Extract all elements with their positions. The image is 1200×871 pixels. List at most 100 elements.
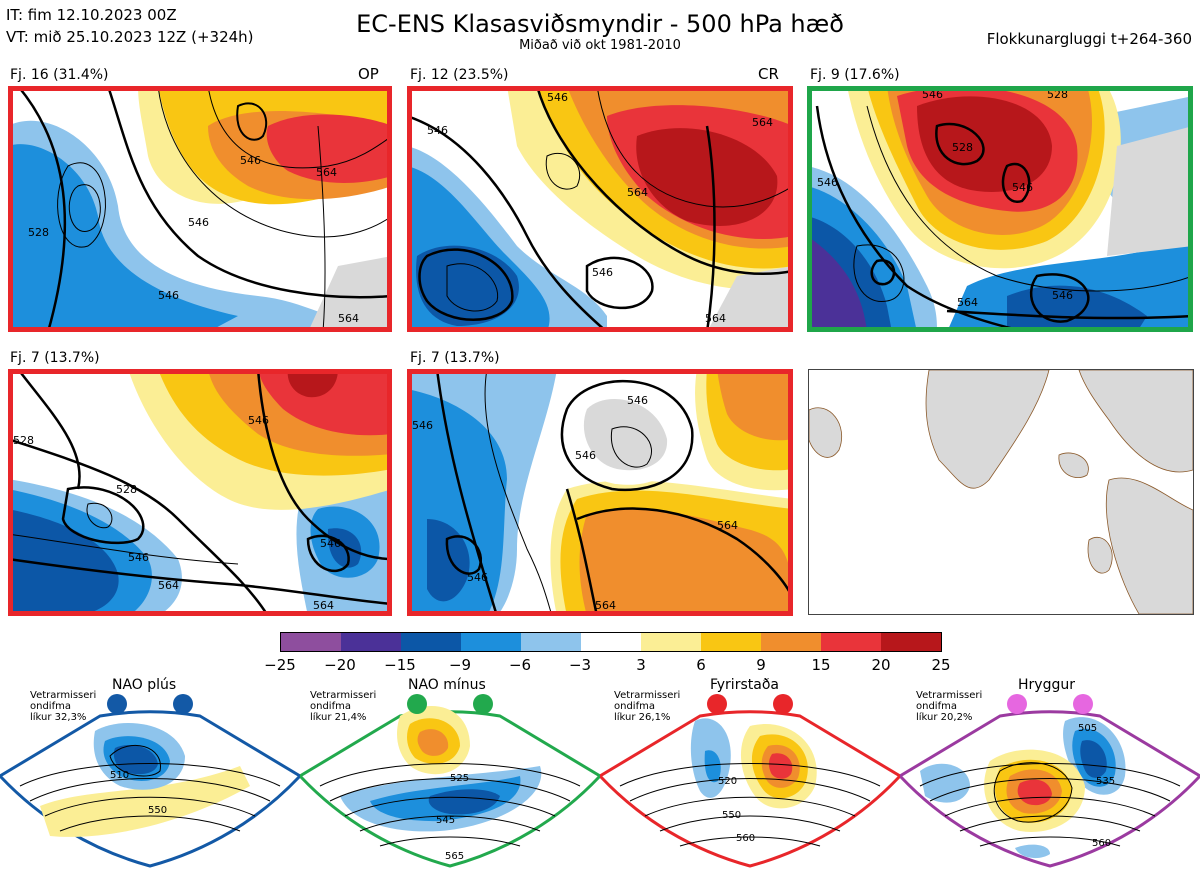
header-info: IT: fim 12.10.2023 00Z VT: mið 25.10.202…: [6, 4, 254, 48]
regime-label: 505: [1078, 723, 1097, 734]
contour-label: 546: [248, 414, 269, 427]
regime-label: 525: [450, 773, 469, 784]
contour-label: 546: [467, 571, 488, 584]
colorbar-swatch: [581, 633, 641, 651]
regime-label: 510: [110, 770, 129, 781]
regime-stat-line: ondifma: [916, 701, 957, 712]
regime-stat-line: Vetrarmisseri: [310, 690, 377, 701]
contour-label: 564: [717, 519, 738, 532]
regime-stat-line: líkur 32,3%: [30, 712, 87, 723]
regime-label: 545: [436, 815, 455, 826]
contour-label: 546: [1012, 181, 1033, 194]
panel-5-label: Fj. 7 (13.7%): [410, 350, 500, 366]
regime-label: 550: [722, 810, 741, 821]
colorbar-swatch: [701, 633, 761, 651]
contour-label: 546: [575, 449, 596, 462]
contour-label: 528: [13, 434, 34, 447]
panel-4-label: Fj. 7 (13.7%): [10, 350, 100, 366]
contour-label: 546: [547, 91, 568, 104]
panel-frame: [407, 86, 793, 332]
regime-stat-line: ondifma: [310, 701, 351, 712]
regime-label: 535: [1096, 776, 1115, 787]
page-title: EC-ENS Klasasviðsmyndir - 500 hPa hæð: [356, 10, 844, 38]
regime-stat-line: ondifma: [30, 701, 71, 712]
contour-label: 546: [412, 419, 433, 432]
regime-title: Fyrirstaða: [710, 677, 779, 693]
panel-frame: [8, 369, 392, 616]
contour-label: 546: [592, 266, 613, 279]
contour-label: 564: [957, 296, 978, 309]
contour-label: 564: [705, 312, 726, 325]
contour-label: 528: [1047, 88, 1068, 101]
regime-blocking[interactable]: Vetrarmisseri ondifma líkur 26,1% Fyrirs…: [600, 676, 900, 871]
colorbar-tick: −15: [384, 656, 416, 674]
cluster-map-1[interactable]: 528 546 564 546 546 564: [8, 86, 392, 332]
colorbar-tick: −9: [448, 656, 472, 674]
regime-label: 560: [1092, 838, 1111, 849]
cluster-map-5[interactable]: 546 546 546 564 546 564: [407, 369, 793, 616]
colorbar-swatch: [821, 633, 881, 651]
contour-label: 546: [188, 216, 209, 229]
colorbar-tick: 9: [756, 656, 766, 674]
contour-label: 546: [1052, 289, 1073, 302]
regime-ridge[interactable]: Vetrarmisseri ondifma líkur 20,2% Hryggu…: [900, 676, 1200, 871]
regime-stats: Vetrarmisseri ondifma líkur 21,4%: [310, 690, 376, 723]
colorbar-tick: −20: [324, 656, 356, 674]
panel-3-label: Fj. 9 (17.6%): [810, 67, 900, 83]
contour-label: 564: [316, 166, 337, 179]
cluster-map-4[interactable]: 528 546 528 546 564 546 564: [8, 369, 392, 616]
colorbar: [280, 632, 942, 652]
regime-label: 520: [718, 776, 737, 787]
regime-stat-line: líkur 21,4%: [310, 712, 367, 723]
regime-title: Hryggur: [1018, 677, 1075, 693]
panel-1-tag: OP: [358, 65, 379, 83]
regime-stat-line: Vetrarmisseri: [614, 690, 681, 701]
classification-window: Flokkunargluggi t+264-360: [986, 30, 1192, 48]
contour-label: 564: [595, 599, 616, 612]
regime-stats: Vetrarmisseri ondifma líkur 20,2%: [916, 690, 982, 723]
contour-label: 528: [116, 483, 137, 496]
colorbar-tick: 3: [636, 656, 646, 674]
regime-label: 565: [445, 851, 464, 862]
contour-label: 546: [817, 176, 838, 189]
colorbar-swatch: [281, 633, 341, 651]
panel-1-label: Fj. 16 (31.4%): [10, 67, 109, 83]
contour-label: 528: [28, 226, 49, 239]
contour-label: 546: [128, 551, 149, 564]
colorbar-swatch: [461, 633, 521, 651]
colorbar-tick: 25: [931, 656, 951, 674]
cluster-map-3[interactable]: 546 528 546 528 546 546 564: [807, 86, 1193, 332]
regime-stats: Vetrarmisseri ondifma líkur 32,3%: [30, 690, 96, 723]
regime-stat-line: Vetrarmisseri: [30, 690, 97, 701]
base-map[interactable]: [808, 369, 1194, 615]
contour-label: 528: [952, 141, 973, 154]
contour-label: 546: [158, 289, 179, 302]
regime-stat-line: líkur 20,2%: [916, 712, 973, 723]
colorbar-tick: −6: [508, 656, 532, 674]
panel-2-label: Fj. 12 (23.5%): [410, 67, 509, 83]
colorbar-swatch: [521, 633, 581, 651]
colorbar-swatch: [761, 633, 821, 651]
colorbar-swatch: [881, 633, 941, 651]
panel-frame: [407, 369, 793, 616]
regime-label: 550: [148, 805, 167, 816]
colorbar-tick: −3: [568, 656, 592, 674]
contour-label: 564: [627, 186, 648, 199]
page-subtitle: Miðað við okt 1981-2010: [519, 38, 681, 53]
panel-frame: [807, 86, 1193, 332]
contour-label: 564: [752, 116, 773, 129]
contour-label: 546: [627, 394, 648, 407]
colorbar-tick: 20: [871, 656, 891, 674]
contour-label: 546: [320, 537, 341, 550]
regime-nao-plus[interactable]: Vetrarmisseri ondifma líkur 32,3% NAO pl…: [0, 676, 300, 871]
regime-nao-minus[interactable]: Vetrarmisseri ondifma líkur 21,4% NAO mí…: [300, 676, 600, 871]
regime-label: 560: [736, 833, 755, 844]
cluster-map-2[interactable]: 546 546 564 564 546 564: [407, 86, 793, 332]
contour-label: 564: [313, 599, 334, 612]
contour-label: 546: [922, 88, 943, 101]
init-time: IT: fim 12.10.2023 00Z: [6, 6, 177, 24]
regime-stat-line: Vetrarmisseri: [916, 690, 983, 701]
colorbar-tick: 6: [696, 656, 706, 674]
contour-label: 564: [158, 579, 179, 592]
regime-title: NAO plús: [112, 677, 177, 693]
